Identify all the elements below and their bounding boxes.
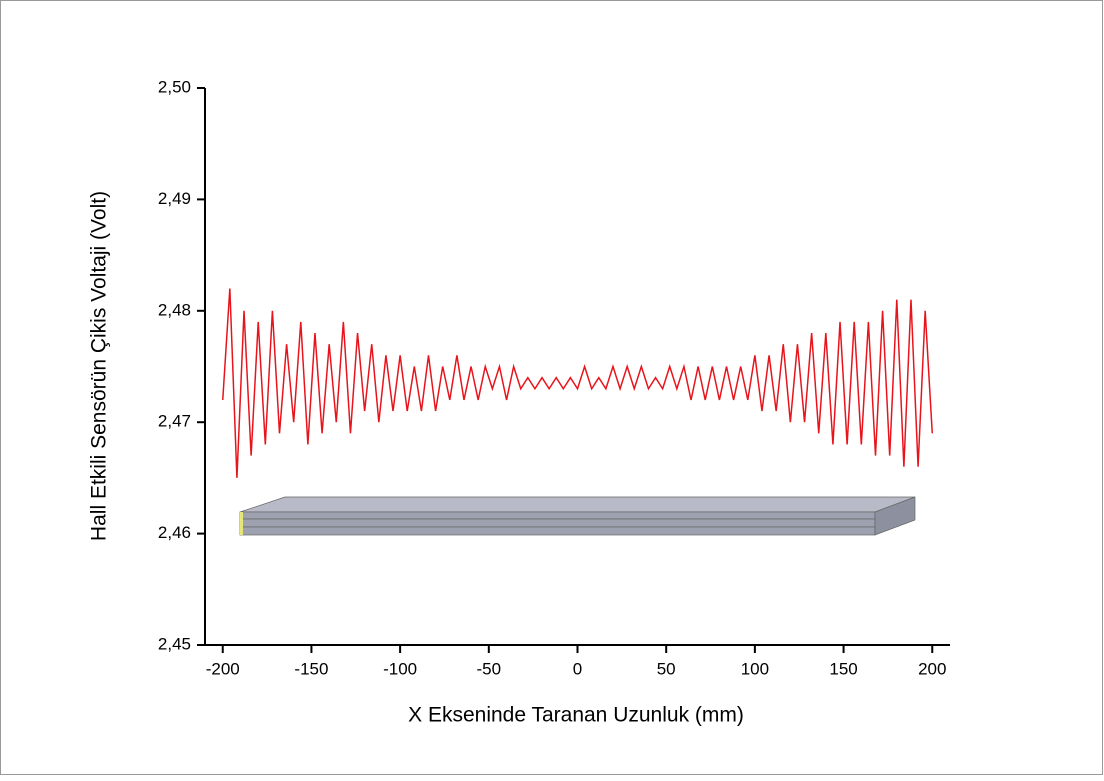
y-tick-label: 2,49 <box>158 189 191 208</box>
x-tick-label: 100 <box>741 659 769 678</box>
y-tick-label: 2,50 <box>158 77 191 96</box>
x-tick-label: 200 <box>918 659 946 678</box>
y-tick-label: 2,48 <box>158 300 191 319</box>
x-tick-label: 50 <box>657 659 676 678</box>
y-axis-label: Hall Etkili Sensörün Çikis Voltaji (Volt… <box>88 191 111 541</box>
x-axis-label: X Ekseninde Taranan Uzunluk (mm) <box>408 704 744 727</box>
data-line <box>221 288 934 478</box>
x-tick-label: -200 <box>206 659 240 678</box>
plate-illustration <box>239 496 916 536</box>
x-tick-label: 150 <box>829 659 857 678</box>
x-tick-label: -150 <box>294 659 328 678</box>
x-tick-label: 0 <box>573 659 582 678</box>
y-tick-label: 2,46 <box>158 523 191 542</box>
x-tick-label: -50 <box>477 659 502 678</box>
y-tick-label: 2,47 <box>158 412 191 431</box>
x-tick-label: -100 <box>383 659 417 678</box>
y-tick-label: 2,45 <box>158 634 191 653</box>
